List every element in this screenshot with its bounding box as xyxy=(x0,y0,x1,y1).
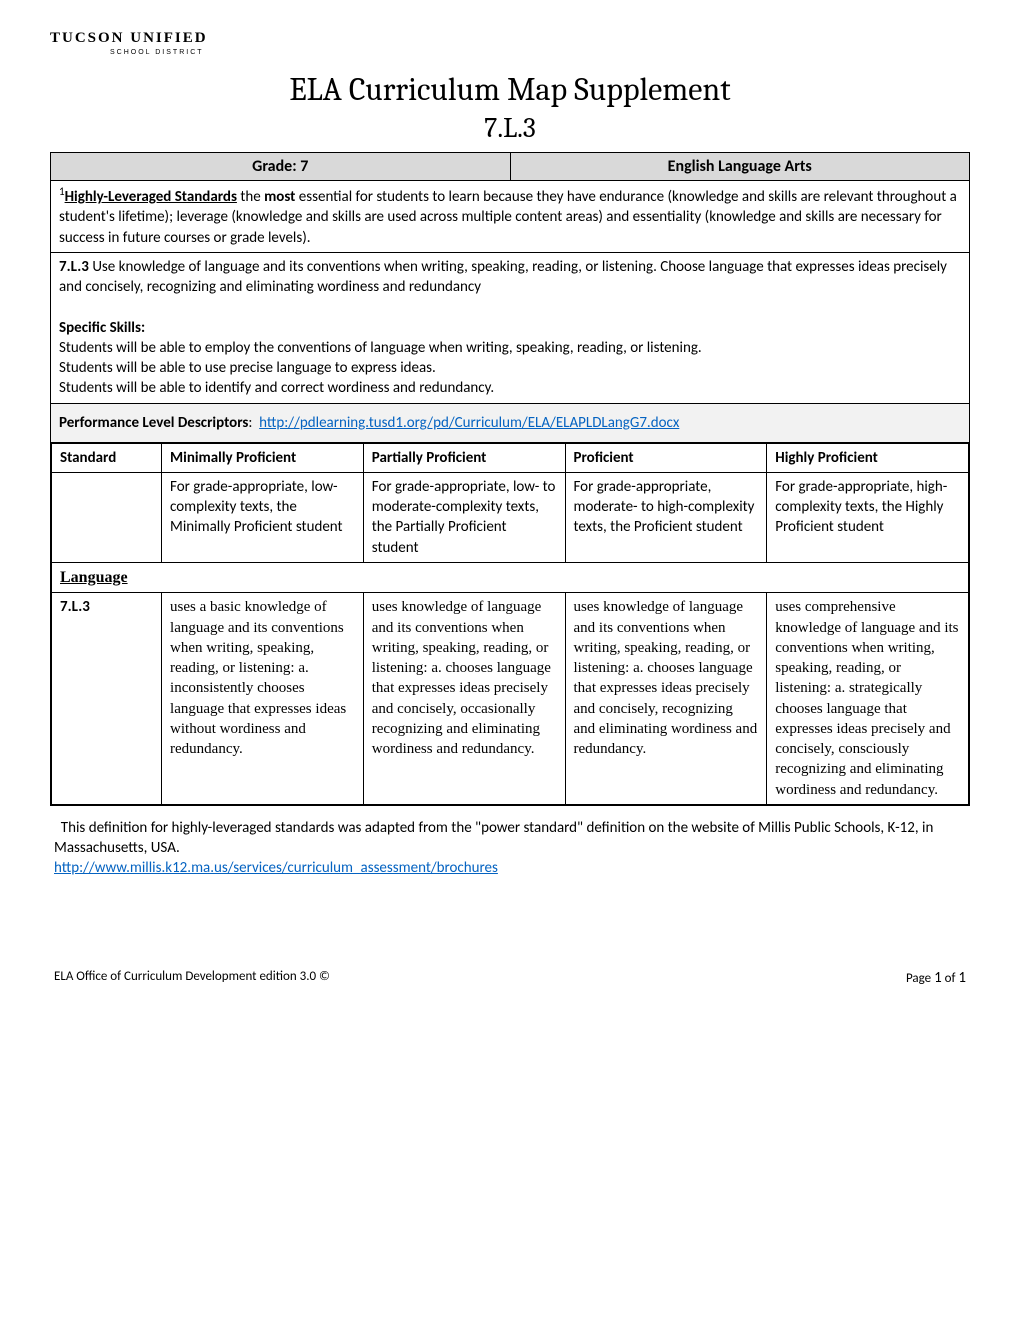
page-footer: ELA Office of Curriculum Development edi… xyxy=(50,969,970,987)
desc-par: uses knowledge of language and its conve… xyxy=(363,593,565,805)
col-minimally: Minimally Proficient xyxy=(162,443,364,472)
definition-text1: the xyxy=(237,188,264,206)
intro-high: For grade-appropriate, high-complexity t… xyxy=(767,472,969,562)
intro-prof: For grade-appropriate, moderate- to high… xyxy=(565,472,767,562)
footer-page-mid: of xyxy=(942,971,959,986)
standard-code: 7.L.3 xyxy=(59,258,89,276)
perf-desc-row: 7.L.3 uses a basic knowledge of language… xyxy=(52,593,969,805)
footer-left: ELA Office of Curriculum Development edi… xyxy=(54,969,330,987)
desc-std: 7.L.3 xyxy=(52,593,162,805)
col-proficient: Proficient xyxy=(565,443,767,472)
district-logo-main: TUCSON UNIFIED xyxy=(50,30,970,47)
footer-page-pre: Page xyxy=(906,971,934,986)
standard-cell: 7.L.3 Use knowledge of language and its … xyxy=(51,252,970,403)
desc-high: uses comprehensive knowledge of language… xyxy=(767,593,969,805)
perf-table-container: Standard Minimally Proficient Partially … xyxy=(51,442,970,805)
intro-min: For grade-appropriate, low-complexity te… xyxy=(162,472,364,562)
standard-text: Use knowledge of language and its conven… xyxy=(59,258,947,296)
skill-1: Students will be able to employ the conv… xyxy=(59,338,961,358)
grade-cell: Grade: 7 xyxy=(51,153,511,181)
perf-intro-row: For grade-appropriate, low-complexity te… xyxy=(52,472,969,562)
definition-bold: most xyxy=(264,188,295,206)
page-title: ELA Curriculum Map Supplement xyxy=(50,71,970,108)
skill-2: Students will be able to use precise lan… xyxy=(59,358,961,378)
pld-link[interactable]: http://pdlearning.tusd1.org/pd/Curriculu… xyxy=(259,414,679,432)
footer-right: Page 1 of 1 xyxy=(906,969,966,987)
col-highly: Highly Proficient xyxy=(767,443,969,472)
col-standard: Standard xyxy=(52,443,162,472)
desc-min: uses a basic knowledge of language and i… xyxy=(162,593,364,805)
skill-3: Students will be able to identify and co… xyxy=(59,378,961,398)
footer-page-total: 1 xyxy=(958,969,966,987)
pld-label: Performance Level Descriptors xyxy=(59,414,248,432)
header-row: Grade: 7 English Language Arts xyxy=(51,153,970,181)
main-table: Grade: 7 English Language Arts 1Highly-L… xyxy=(50,152,970,806)
intro-par: For grade-appropriate, low- to moderate-… xyxy=(363,472,565,562)
perf-header-row: Standard Minimally Proficient Partially … xyxy=(52,443,969,472)
footnote-link[interactable]: http://www.millis.k12.ma.us/services/cur… xyxy=(54,859,498,877)
footnote-text: This definition for highly-leveraged sta… xyxy=(54,819,933,857)
section-row: Language xyxy=(52,562,969,593)
footer-page-num: 1 xyxy=(934,969,942,987)
definition-label: Highly-Leveraged Standards xyxy=(65,188,237,206)
page-subtitle: 7.L.3 xyxy=(50,112,970,144)
pld-cell: Performance Level Descriptors: http://pd… xyxy=(51,403,970,442)
skills-label: Specific Skills: xyxy=(59,318,961,338)
footnote-block: This definition for highly-leveraged sta… xyxy=(50,818,970,879)
performance-table: Standard Minimally Proficient Partially … xyxy=(51,443,969,805)
subject-cell: English Language Arts xyxy=(510,153,970,181)
district-logo-sub: SCHOOL DISTRICT xyxy=(110,49,970,56)
intro-std xyxy=(52,472,162,562)
col-partially: Partially Proficient xyxy=(363,443,565,472)
desc-prof: uses knowledge of language and its conve… xyxy=(565,593,767,805)
section-label: Language xyxy=(52,562,969,593)
definition-cell: 1Highly-Leveraged Standards the most ess… xyxy=(51,181,970,253)
